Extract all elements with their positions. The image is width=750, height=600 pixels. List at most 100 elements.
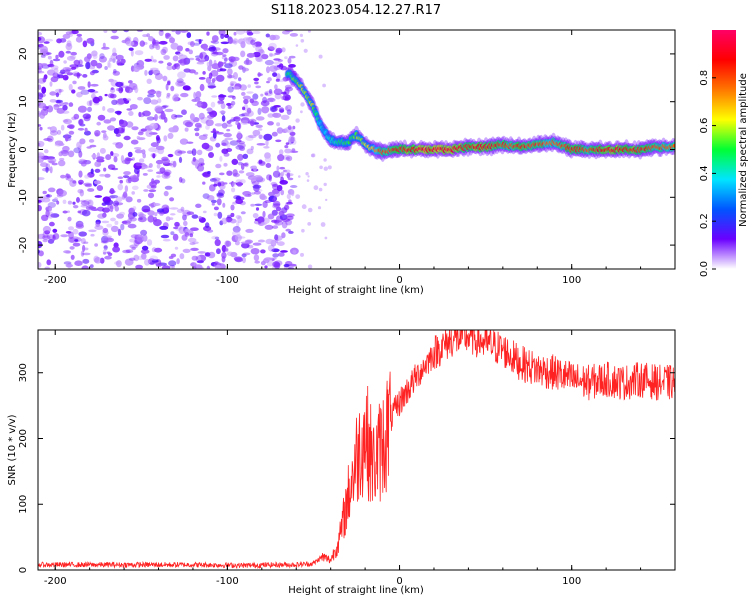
noise-blob	[124, 157, 131, 165]
noise-blob	[246, 148, 254, 155]
noise-blob	[275, 236, 279, 244]
noise-blob	[136, 198, 142, 203]
noise-blob	[155, 145, 165, 151]
noise-blob	[38, 157, 43, 163]
noise-blob	[272, 112, 282, 118]
noise-blob	[56, 107, 65, 114]
noise-blob	[58, 50, 65, 58]
noise-blob	[156, 163, 161, 169]
noise-blob	[240, 211, 246, 215]
noise-blob	[171, 65, 177, 70]
noise-blob	[202, 133, 208, 137]
noise-blob	[232, 226, 241, 233]
noise-blob	[231, 86, 241, 90]
noise-blob	[201, 142, 210, 150]
noise-speck	[305, 172, 309, 176]
noise-blob	[251, 181, 260, 186]
noise-blob	[107, 62, 112, 69]
noise-blob	[179, 138, 189, 145]
chart-title: S118.2023.054.12.27.R17	[271, 3, 441, 18]
noise-blob	[138, 111, 142, 118]
noise-blob	[232, 182, 236, 187]
noise-blob	[38, 140, 45, 148]
noise-blob	[281, 96, 285, 100]
noise-blob	[273, 61, 282, 65]
noise-blob	[116, 260, 122, 268]
noise-blob	[233, 116, 241, 122]
noise-blob	[215, 74, 225, 82]
noise-blob	[144, 69, 148, 76]
noise-blob	[126, 108, 133, 111]
noise-blob	[146, 33, 150, 38]
noise-blob	[258, 128, 263, 131]
noise-blob	[56, 200, 60, 205]
noise-blob	[94, 195, 103, 198]
noise-blob	[259, 195, 268, 201]
noise-blob	[185, 48, 190, 52]
noise-blob	[269, 53, 276, 57]
noise-blob	[196, 260, 204, 264]
noise-blob	[133, 147, 142, 150]
noise-blob	[167, 132, 174, 139]
snr-xtick-label: -100	[216, 576, 239, 587]
noise-blob	[233, 256, 243, 262]
noise-blob	[257, 57, 263, 61]
noise-blob	[236, 221, 240, 228]
noise-blob	[148, 36, 154, 42]
noise-blob	[211, 95, 218, 98]
noise-blob	[197, 164, 205, 172]
noise-blob	[214, 123, 223, 127]
noise-blob	[276, 73, 281, 81]
noise-blob	[143, 189, 149, 192]
noise-blob	[260, 93, 264, 97]
noise-blob	[71, 66, 77, 70]
noise-blob	[210, 199, 217, 204]
noise-blob	[272, 261, 281, 268]
noise-blob	[232, 56, 240, 62]
noise-blob	[172, 160, 177, 168]
noise-blob	[221, 115, 226, 122]
noise-speck	[325, 198, 328, 202]
noise-blob	[78, 150, 83, 158]
snr-ylabel: SNR (10 * v/v)	[7, 414, 18, 485]
noise-blob	[52, 234, 56, 241]
noise-blob	[40, 54, 46, 58]
noise-blob	[102, 196, 111, 203]
noise-blob	[46, 234, 55, 240]
noise-blob	[140, 164, 147, 167]
noise-blob	[210, 70, 219, 77]
colorbar-label: Normalized spectral amplitude	[738, 73, 749, 227]
noise-blob	[218, 94, 227, 98]
noise-blob	[62, 199, 67, 204]
noise-blob	[285, 169, 291, 174]
noise-speck	[318, 54, 323, 59]
noise-blob	[162, 75, 168, 82]
noise-blob	[54, 197, 58, 201]
noise-blob	[61, 110, 70, 114]
noise-blob	[97, 213, 106, 219]
noise-blob	[80, 204, 88, 208]
noise-blob	[178, 226, 186, 234]
noise-blob	[131, 246, 136, 251]
noise-blob	[50, 76, 59, 83]
noise-blob	[152, 59, 157, 63]
noise-blob	[205, 119, 214, 127]
noise-blob	[69, 246, 75, 250]
noise-blob	[97, 114, 106, 121]
noise-blob	[45, 166, 49, 173]
noise-blob	[174, 246, 179, 250]
noise-blob	[145, 129, 153, 137]
noise-blob	[89, 264, 94, 268]
noise-blob	[84, 127, 88, 132]
noise-blob	[109, 117, 117, 122]
noise-blob	[143, 97, 152, 105]
noise-blob	[181, 109, 187, 115]
noise-blob	[274, 52, 281, 55]
noise-blob	[83, 241, 89, 244]
noise-blob	[79, 189, 85, 197]
noise-blob	[274, 84, 278, 90]
noise-blob	[227, 95, 235, 98]
noise-blob	[213, 59, 217, 66]
noise-blob	[228, 36, 234, 45]
